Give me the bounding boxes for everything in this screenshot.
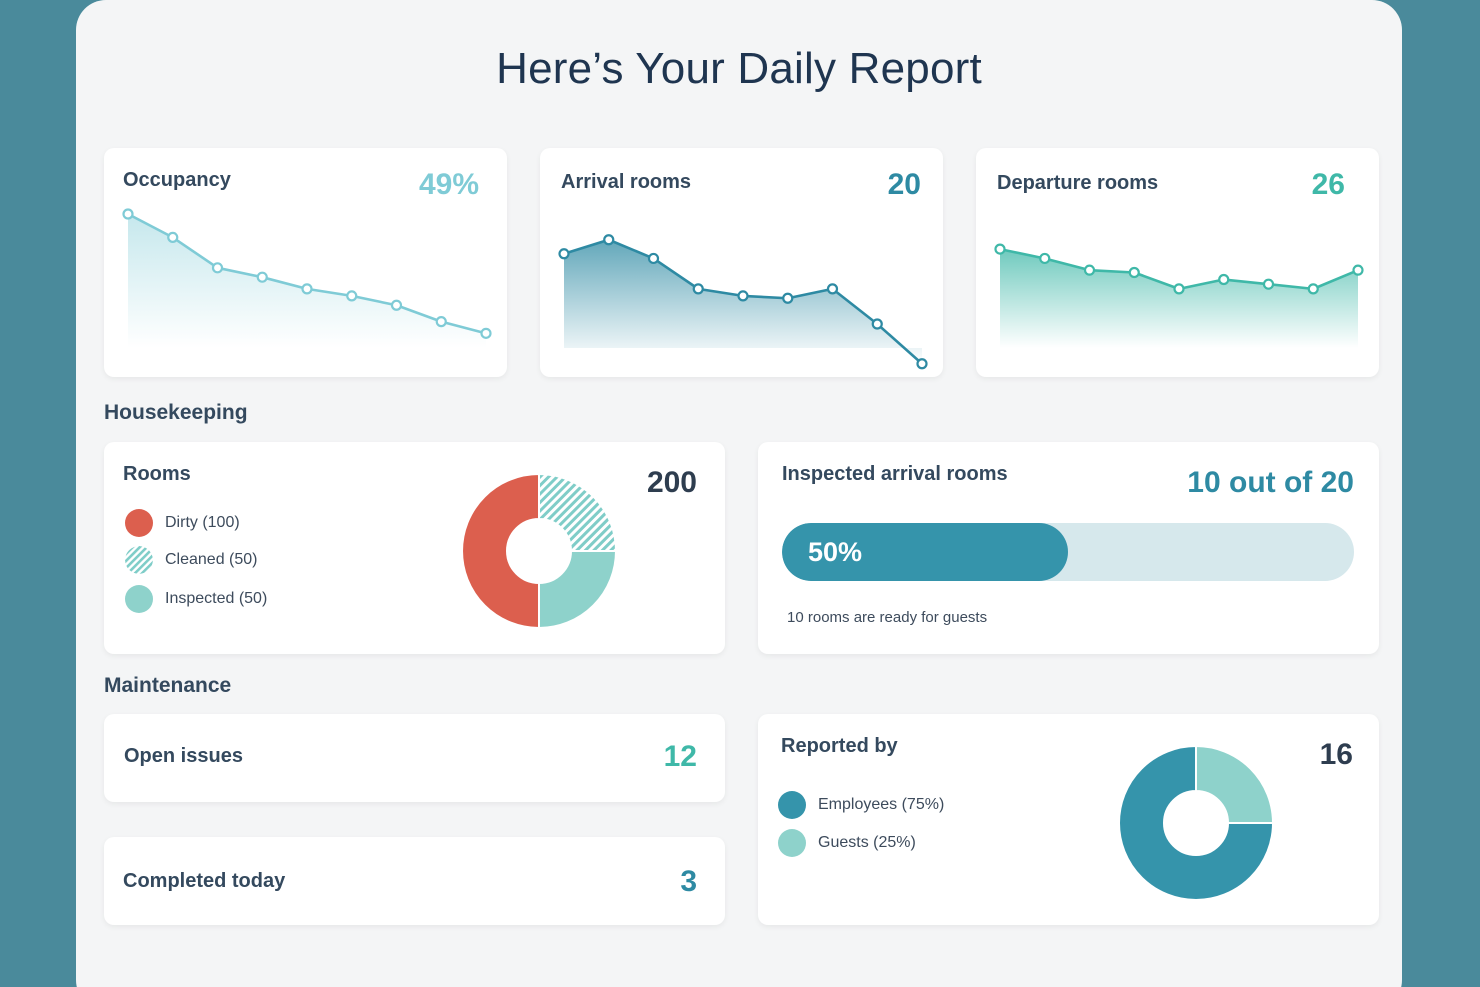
arrival-sparkline <box>558 234 928 370</box>
arrival-point-4[interactable] <box>737 290 749 302</box>
occupancy-label: Occupancy <box>123 169 231 191</box>
completed-today-value: 3 <box>680 865 697 898</box>
housekeeping-section-label: Housekeeping <box>104 401 248 424</box>
legend-employees: Employees (75%) <box>778 791 944 819</box>
legend-employees-label: Employees (75%) <box>818 796 945 813</box>
departure-rooms-card[interactable]: Departure rooms 26 <box>976 148 1379 377</box>
occupancy-point-1[interactable] <box>167 231 179 244</box>
departure-point-6[interactable] <box>1262 278 1275 290</box>
reported_ordered-slice-guests[interactable] <box>1195 744 1275 824</box>
occupancy-area <box>128 214 486 348</box>
departure-point-1[interactable] <box>1039 252 1051 265</box>
arrival-area <box>564 239 922 364</box>
arrival-point-0[interactable] <box>558 248 570 260</box>
rooms_ordered-slice-inspected[interactable] <box>538 550 618 630</box>
inspected-swatch <box>125 585 153 613</box>
departure-point-2[interactable] <box>1083 264 1096 276</box>
page-title: Here’s Your Daily Report <box>496 44 982 93</box>
inspected-arrival-card[interactable]: Inspected arrival rooms 10 out of 20 50%… <box>758 442 1379 654</box>
reported-by-donut-chart <box>1118 744 1275 901</box>
arrival-point-6[interactable] <box>826 283 839 295</box>
legend-guests: Guests (25%) <box>778 829 916 857</box>
legend-guests-label: Guests (25%) <box>818 834 916 851</box>
arrival-point-7[interactable] <box>871 318 883 330</box>
rooms-donut-chart <box>461 472 618 630</box>
completed-today-label: Completed today <box>123 870 286 892</box>
arrival-value: 20 <box>887 168 921 201</box>
inspected-progress-text: 50% <box>808 537 863 567</box>
departure-value: 26 <box>1311 168 1345 201</box>
departure-point-7[interactable] <box>1307 283 1319 295</box>
legend-inspected: Inspected (50) <box>125 585 267 613</box>
inspected-arrival-label: Inspected arrival rooms <box>782 463 1008 485</box>
occupancy-point-4[interactable] <box>301 283 313 295</box>
inspected-progress-bar: 50% <box>782 523 1354 581</box>
guests-swatch <box>778 829 806 857</box>
arrival-point-3[interactable] <box>692 283 704 295</box>
departure-point-3[interactable] <box>1128 266 1140 279</box>
occupancy-point-6[interactable] <box>390 299 403 311</box>
rooms_ordered-slice-cleaned[interactable] <box>538 472 618 552</box>
arrival-rooms-card[interactable]: Arrival rooms 20 <box>540 148 943 377</box>
reported_ordered-slice-employees[interactable] <box>1118 744 1275 901</box>
arrival-point-1[interactable] <box>603 234 615 246</box>
rooms_ordered-slice-dirty[interactable] <box>461 472 540 630</box>
open-issues-card[interactable]: Open issues 12 <box>104 714 725 802</box>
occupancy-point-3[interactable] <box>256 271 268 283</box>
departure-point-5[interactable] <box>1218 273 1230 286</box>
rooms-label: Rooms <box>123 463 191 485</box>
inspected-arrival-value: 10 out of 20 <box>1187 466 1354 499</box>
maintenance-section-label: Maintenance <box>104 674 232 697</box>
departure-label: Departure rooms <box>997 172 1159 194</box>
occupancy-value: 49% <box>418 168 479 201</box>
cleaned-swatch <box>125 546 153 574</box>
departure-point-4[interactable] <box>1173 283 1185 295</box>
dirty-swatch <box>125 509 153 537</box>
reported-by-label: Reported by <box>781 735 898 757</box>
legend-dirty-label: Dirty (100) <box>165 514 240 531</box>
occupancy-point-2[interactable] <box>211 262 224 274</box>
departure-point-0[interactable] <box>994 243 1006 255</box>
occupancy-point-0[interactable] <box>122 208 134 220</box>
reported-by-total: 16 <box>1319 738 1353 771</box>
occupancy-point-7[interactable] <box>435 316 447 328</box>
employees-swatch <box>778 791 806 819</box>
departure-point-8[interactable] <box>1352 264 1364 276</box>
departure-sparkline <box>994 243 1364 348</box>
arrival-label: Arrival rooms <box>561 171 692 193</box>
legend-cleaned-label: Cleaned (50) <box>165 551 258 568</box>
occupancy-sparkline <box>122 208 492 348</box>
inspected-progress-fill <box>782 523 1068 581</box>
occupancy-card[interactable]: Occupancy 49% <box>104 148 507 377</box>
report-panel: Here’s Your Daily Report Occupancy 49% A… <box>76 0 1402 987</box>
arrival-point-8[interactable] <box>916 358 928 370</box>
occupancy-point-5[interactable] <box>346 290 358 302</box>
open-issues-value: 12 <box>663 740 697 773</box>
completed-today-card[interactable]: Completed today 3 <box>104 837 725 925</box>
legend-dirty: Dirty (100) <box>125 509 240 537</box>
departure-area <box>1000 249 1358 348</box>
occupancy-point-8[interactable] <box>480 327 492 339</box>
legend-inspected-label: Inspected (50) <box>165 590 268 607</box>
open-issues-label: Open issues <box>124 745 243 767</box>
reported-by-card[interactable]: Reported by 16 Employees (75%) Guests (2… <box>758 714 1379 925</box>
rooms-total: 200 <box>646 466 697 499</box>
inspected-note: 10 rooms are ready for guests <box>787 609 988 626</box>
rooms-card[interactable]: Rooms 200 Dirty (100) Cleaned (50) Inspe… <box>104 442 725 654</box>
arrival-point-5[interactable] <box>782 292 794 304</box>
arrival-point-2[interactable] <box>647 252 660 265</box>
legend-cleaned: Cleaned (50) <box>125 546 258 574</box>
